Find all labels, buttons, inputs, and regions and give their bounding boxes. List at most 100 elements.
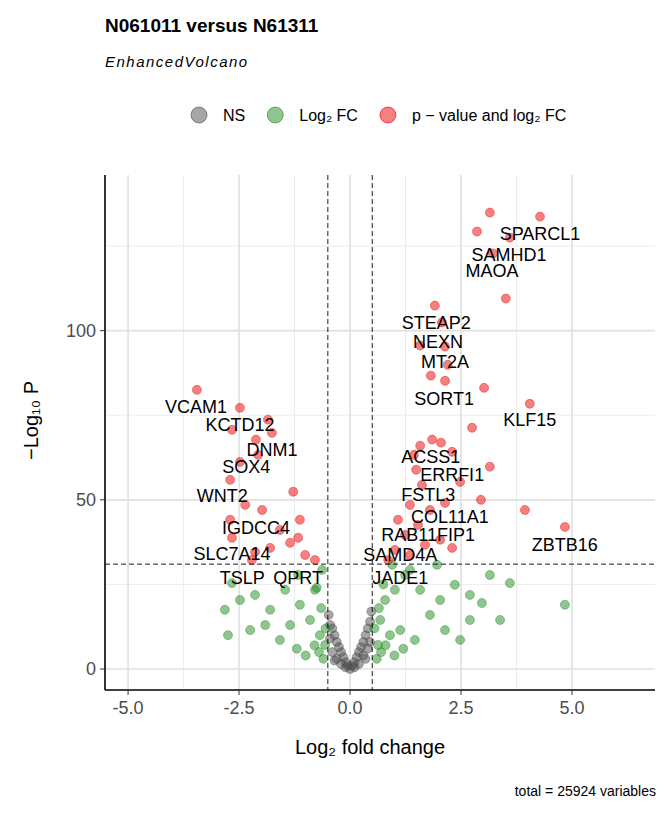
point: [306, 615, 315, 624]
y-tick-label: 50: [76, 490, 96, 510]
point: [286, 538, 295, 547]
x-tick: [128, 690, 129, 695]
gene-label: ERRFI1: [420, 465, 484, 485]
chart: N061011 versus N61311EnhancedVolcanotota…: [0, 0, 672, 816]
point: [374, 604, 383, 613]
gene-label: STEAP2: [402, 313, 471, 333]
title: N061011 versus N61311: [105, 15, 319, 36]
point: [226, 475, 235, 484]
point: [468, 423, 477, 432]
gene-label: QPRT: [273, 568, 323, 588]
point: [220, 605, 229, 614]
legend-marker: [191, 107, 207, 123]
x-tick: [239, 690, 240, 695]
point: [317, 604, 326, 613]
point: [410, 635, 419, 644]
point: [456, 635, 465, 644]
point: [301, 550, 310, 559]
x-tick-label: 0.0: [338, 698, 363, 718]
x-tick: [461, 690, 462, 695]
point: [428, 435, 437, 444]
point: [465, 590, 474, 599]
point: [235, 403, 244, 412]
axes: -5.0-2.50.02.55.0050100Log₂ fold change−…: [20, 175, 655, 758]
point: [437, 438, 446, 447]
grid-line: [571, 175, 573, 690]
point: [246, 626, 255, 635]
grid-line: [105, 668, 655, 670]
point: [480, 383, 489, 392]
point: [396, 626, 405, 635]
cutoffs: [105, 175, 655, 690]
gene-label: KCTD12: [205, 415, 274, 435]
minor-grid: [294, 175, 295, 690]
point: [441, 626, 450, 635]
gene-label: SPARCL1: [500, 224, 581, 244]
gene-label: TSLP: [220, 568, 265, 588]
minor-grid: [405, 175, 406, 690]
gene-label: MAOA: [466, 261, 519, 281]
gene-label: SLC7A14: [193, 544, 270, 564]
point: [436, 595, 445, 604]
point: [505, 579, 514, 588]
gene-label: IGDCC4: [222, 518, 290, 538]
point: [476, 495, 485, 504]
point: [426, 371, 435, 380]
point: [441, 376, 450, 385]
grid-line: [105, 330, 655, 332]
point: [321, 624, 330, 633]
x-tick-label: 5.0: [559, 698, 584, 718]
point: [361, 654, 370, 663]
point: [292, 644, 301, 653]
gene-label: SOX4: [222, 457, 270, 477]
labels: SPARCL1SAMHD1MAOASTEAP2NEXNMT2ASORT1KLF1…: [165, 224, 598, 588]
point: [192, 385, 201, 394]
point: [485, 570, 494, 579]
point: [390, 651, 399, 660]
gene-label: NEXN: [413, 332, 463, 352]
grid-line: [349, 175, 351, 690]
y-axis-label: −Log₁₀ P: [20, 381, 42, 460]
point: [520, 505, 529, 514]
point: [525, 399, 534, 408]
point: [465, 615, 474, 624]
point: [560, 522, 569, 531]
point: [385, 631, 394, 640]
point: [536, 212, 545, 221]
point: [324, 610, 333, 619]
point: [485, 208, 494, 217]
point: [350, 663, 359, 672]
legend: NSLog₂ FCp − value and log₂ FC: [191, 107, 566, 124]
point: [321, 640, 330, 649]
x-tick-label: -5.0: [113, 698, 144, 718]
point: [289, 487, 298, 496]
gene-label: RAB11FIP1: [381, 525, 475, 545]
point: [376, 615, 385, 624]
point: [258, 505, 267, 514]
point: [341, 663, 350, 672]
grid-line: [460, 175, 462, 690]
y-tick-label: 100: [66, 321, 96, 341]
gene-label: WNT2: [197, 486, 248, 506]
y-axis-line: [104, 175, 106, 690]
point: [472, 227, 481, 236]
point: [235, 595, 244, 604]
points: [192, 208, 569, 673]
x-tick-label: 2.5: [448, 698, 473, 718]
gene-label: KLF15: [503, 410, 556, 430]
x-tick-label: -2.5: [224, 698, 255, 718]
point: [266, 605, 275, 614]
point: [251, 590, 260, 599]
grid-line: [105, 499, 655, 501]
point: [485, 462, 494, 471]
legend-label: Log₂ FC: [299, 107, 358, 124]
point: [450, 580, 459, 589]
point: [330, 656, 339, 665]
gene-label: FSTL3: [401, 485, 455, 505]
cutoff-line: [327, 175, 328, 690]
x-tick: [571, 690, 572, 695]
gene-label: JADE1: [372, 568, 428, 588]
gene-label: SAMD4A: [363, 545, 437, 565]
x-axis-label: Log₂ fold change: [295, 736, 445, 758]
point: [370, 624, 379, 633]
